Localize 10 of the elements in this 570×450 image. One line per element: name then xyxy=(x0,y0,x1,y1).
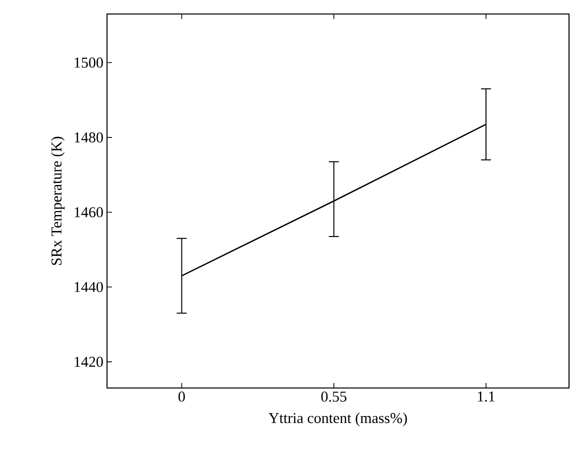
y-tick-label: 1500 xyxy=(74,58,103,68)
x-tick-label: 1.1 xyxy=(478,392,494,402)
x-tick-label: 0 xyxy=(178,392,185,402)
y-tick-label: 1420 xyxy=(74,356,103,367)
y-tick-label: 1460 xyxy=(74,207,103,218)
y-axis-title: SRx Temperature (K) xyxy=(51,136,65,265)
y-tick-label: 1480 xyxy=(74,132,103,142)
x-tick-label: 0.55 xyxy=(321,392,346,402)
x-axis-title: Yttria content (mass%) xyxy=(268,412,407,426)
y-tick-label: 1440 xyxy=(74,282,103,292)
